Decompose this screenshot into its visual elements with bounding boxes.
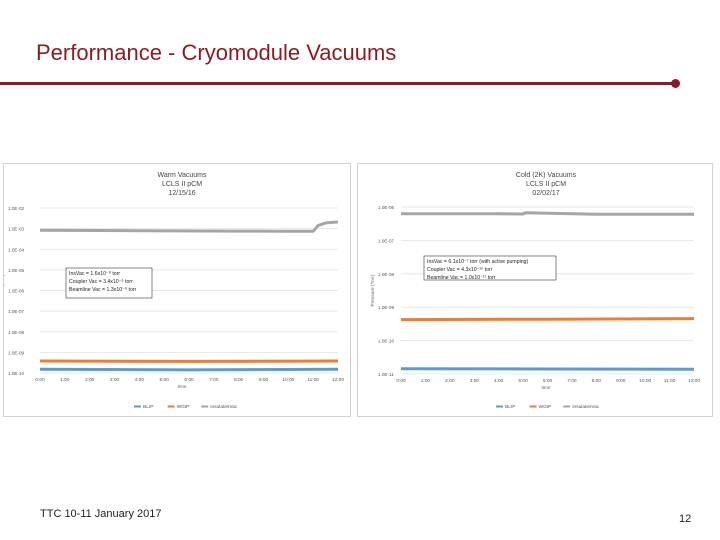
cold-vacuums-chart: Cold (2K) Vacuums LCLS II pCM 02/02/17 1.0E… bbox=[357, 163, 713, 417]
y-tick-label: 1.0E-04 bbox=[8, 247, 25, 252]
x-tick-label: 11:00 bbox=[307, 377, 319, 383]
series-line-blip bbox=[39, 367, 339, 372]
y-tick-label: 1.0E-09 bbox=[8, 350, 25, 355]
y-tick-label: 1.0E-02 bbox=[8, 206, 25, 211]
annotation-line: Beamline Vac = 1.3x10⁻⁹ torr bbox=[69, 287, 137, 293]
x-tick-label: 12:00 bbox=[688, 378, 700, 384]
y-tick-label: 1.0E-03 bbox=[8, 227, 25, 232]
slide-title: Performance - Cryomodule Vacuums bbox=[36, 40, 397, 65]
y-tick-label: 1.0E-08 bbox=[8, 330, 25, 335]
footer-text: TTC 10-11 January 2017 bbox=[40, 508, 162, 520]
chart-title: Warm Vacuums bbox=[157, 172, 207, 179]
legend-label: InsulatesVac bbox=[210, 404, 238, 410]
y-tick-label: 1.0E-07 bbox=[8, 309, 25, 314]
series-line-wgip bbox=[400, 317, 695, 322]
x-axis-label: time bbox=[541, 385, 550, 391]
warm-vacuums-chart: Warm Vacuums LCLS II pCM 12/15/16 1.0E-10 1.… bbox=[3, 163, 351, 417]
x-tick-label: 10:00 bbox=[282, 377, 294, 383]
x-tick-label: 9:00 bbox=[616, 378, 626, 384]
x-tick-label: 8:00 bbox=[592, 378, 602, 384]
x-tick-label: 3:00 bbox=[110, 377, 120, 383]
x-tick-label: 0:00 bbox=[396, 378, 406, 384]
x-axis-label: time bbox=[177, 384, 186, 390]
x-tick-label: 3:00 bbox=[470, 378, 480, 384]
x-tick-label: 6:00 bbox=[184, 377, 194, 383]
x-tick-label: 2:00 bbox=[85, 377, 95, 383]
annotation-line: InsVac = 1.6x10⁻⁸ torr bbox=[69, 271, 120, 277]
x-tick-label: 0:00 bbox=[35, 377, 45, 383]
x-tick-label: 4:00 bbox=[135, 377, 145, 383]
y-tick-label: 1.0E-11 bbox=[378, 372, 394, 377]
chart-date: 02/02/17 bbox=[532, 190, 559, 197]
x-tick-label: 1:00 bbox=[421, 378, 431, 384]
annotation-box bbox=[65, 267, 153, 299]
annotation-box bbox=[423, 255, 557, 281]
legend-label: WGIP bbox=[177, 404, 190, 410]
series-line-insulatesvac bbox=[401, 211, 694, 216]
x-tick-label: 6:00 bbox=[543, 378, 553, 384]
legend-label: BLIP bbox=[505, 404, 515, 410]
x-tick-label: 7:00 bbox=[567, 378, 577, 384]
chart-subtitle: LCLS II pCM bbox=[162, 181, 202, 188]
title-divider bbox=[0, 82, 676, 85]
y-tick-label: 1.0E-07 bbox=[378, 238, 395, 243]
x-tick-label: 1:00 bbox=[60, 377, 70, 383]
page-number: 12 bbox=[679, 513, 692, 525]
annotation-line: InsVac = 6.1x10⁻⁷ torr (with active pump… bbox=[427, 259, 529, 265]
cold-vacuums-chart-svg: Cold (2K) Vacuums LCLS II pCM 02/02/17 1.0E… bbox=[370, 172, 700, 410]
chart-title: Cold (2K) Vacuums bbox=[516, 172, 577, 179]
y-axis-label: Pressure (Torr) bbox=[370, 274, 376, 306]
warm-vacuums-chart-svg: Warm Vacuums LCLS II pCM 12/15/16 1.0E-10 1.… bbox=[4, 172, 344, 410]
x-tick-label: 8:00 bbox=[234, 377, 244, 383]
y-tick-label: 1.0E-05 bbox=[8, 268, 25, 273]
x-tick-label: 5:00 bbox=[159, 377, 169, 383]
x-tick-label: 7:00 bbox=[209, 377, 219, 383]
legend-label: BLIP bbox=[143, 404, 153, 410]
divider-end-dot bbox=[671, 79, 680, 88]
x-tick-label: 4:00 bbox=[494, 378, 504, 384]
x-tick-label: 9:00 bbox=[259, 377, 269, 383]
legend-label: WGIP bbox=[539, 404, 552, 410]
x-tick-label: 10:00 bbox=[639, 378, 651, 384]
y-axis-label: Pressure (Torr) bbox=[4, 274, 6, 306]
annotation-line: Beamline Vac = 1.0x10⁻¹¹ torr bbox=[427, 275, 496, 281]
y-tick-label: 1.0E-08 bbox=[378, 272, 395, 277]
x-tick-label: 2:00 bbox=[445, 378, 455, 384]
legend-label: InsulatesVac bbox=[572, 404, 600, 410]
y-tick-label: 1.0E-10 bbox=[8, 371, 25, 376]
annotation-line: Coupler Vac = 4.3x10⁻¹⁰ torr bbox=[427, 267, 493, 273]
y-tick-label: 1.0E-10 bbox=[378, 339, 395, 344]
x-tick-label: 11:00 bbox=[664, 378, 676, 384]
x-tick-label: 12:00 bbox=[332, 377, 344, 383]
x-tick-label: 5:00 bbox=[518, 378, 528, 384]
y-tick-label: 1.0E-06 bbox=[378, 205, 395, 210]
y-tick-label: 1.0E-09 bbox=[378, 305, 395, 310]
y-tick-label: 1.0E-06 bbox=[8, 289, 25, 294]
chart-subtitle: LCLS II pCM bbox=[526, 181, 566, 188]
series-line-insulatesvac bbox=[39, 220, 339, 233]
chart-date: 12/15/16 bbox=[168, 190, 195, 197]
series-line-blip bbox=[400, 367, 695, 371]
annotation-line: Coupler Vac = 3.4x10⁻⁹ torr bbox=[69, 279, 133, 285]
